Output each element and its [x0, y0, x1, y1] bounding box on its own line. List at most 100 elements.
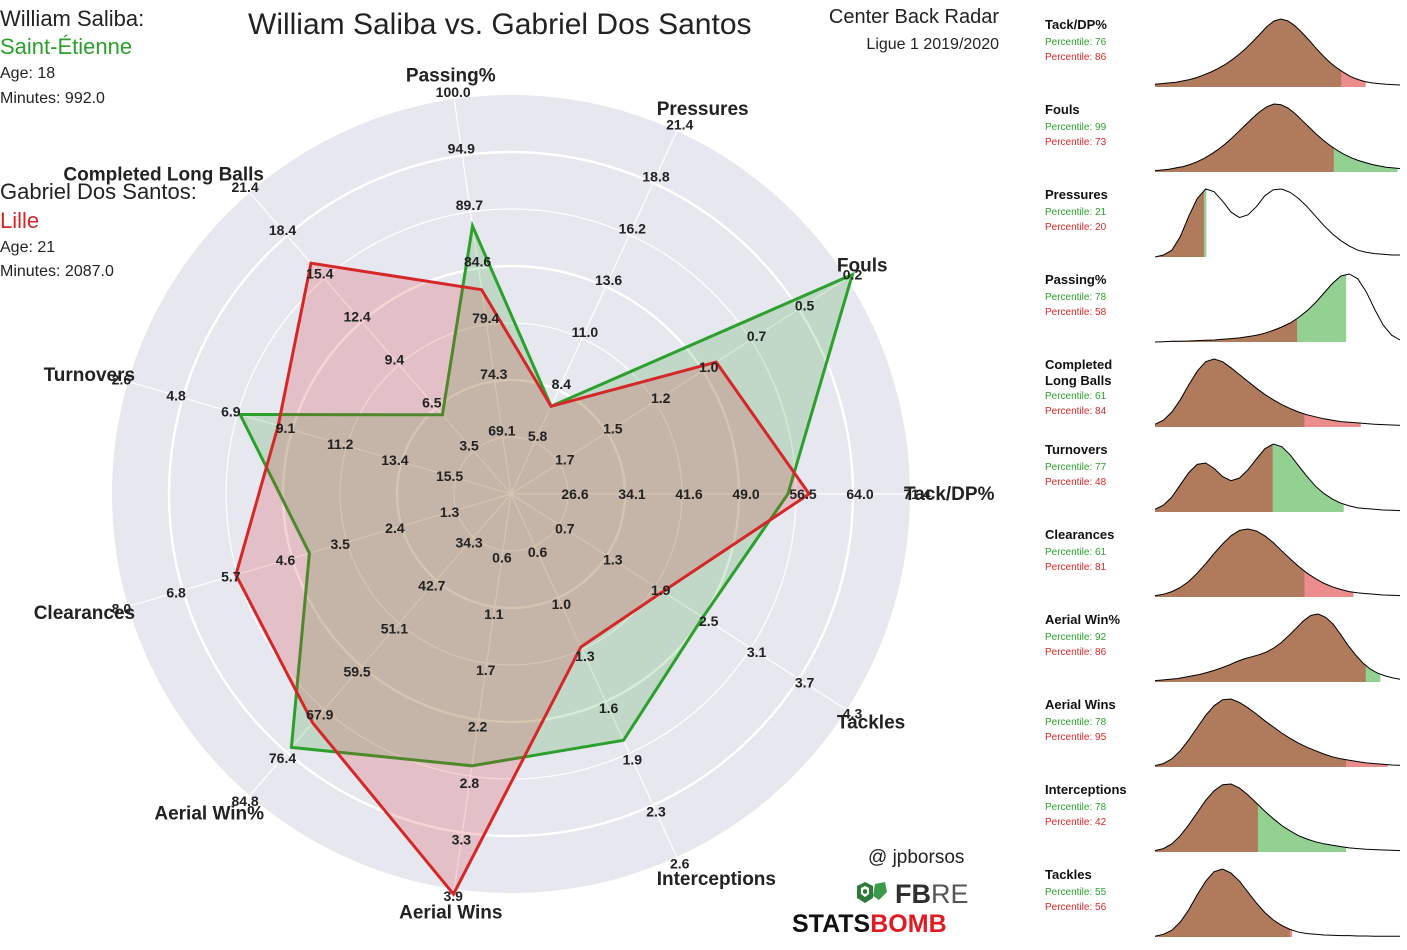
- percentile-player2: Percentile: 86: [1045, 647, 1107, 658]
- percentile-metric-title: Clearances: [1045, 527, 1115, 542]
- radar-tick-label: 64.0: [846, 486, 873, 502]
- density-curve: [1155, 443, 1401, 512]
- percentile-area-overlap: [1155, 614, 1366, 682]
- percentile-area-overlap: [1155, 19, 1342, 87]
- percentile-area-player1: [1155, 274, 1347, 342]
- player2-club: Lille: [0, 208, 40, 233]
- radar-tick-label: 3.3: [452, 831, 472, 847]
- percentile-player2: Percentile: 20: [1045, 222, 1107, 233]
- fbref-logo-graphic: FBREF: [857, 879, 985, 909]
- radar-spoke: [453, 493, 512, 890]
- percentile-player1: Percentile: 61: [1045, 547, 1107, 558]
- radar-tick-label: 9.1: [276, 420, 296, 436]
- percentile-metric-title: Turnovers: [1045, 442, 1108, 457]
- percentile-area-overlap: [1155, 318, 1298, 342]
- density-curve: [1155, 273, 1401, 343]
- density-curve: [1155, 613, 1401, 682]
- radar-tick-label: 18.8: [642, 169, 669, 185]
- percentile-area-overlap: [1155, 699, 1347, 767]
- radar-tick-label: 5.7: [221, 568, 241, 584]
- radar-tick-label: 18.4: [269, 222, 296, 238]
- percentile-panel: Completed Long Balls Percentile: 61 Percen…: [1040, 355, 1407, 440]
- radar-spoke: [510, 130, 678, 495]
- density-plot: [1155, 188, 1400, 258]
- statsbomb-logo-graphic: STATSBOMB: [792, 910, 947, 938]
- percentile-player1: Percentile: 76: [1045, 37, 1107, 48]
- radar-tick-label: 1.7: [476, 662, 496, 678]
- percentile-player2: Percentile: 84: [1045, 406, 1107, 417]
- radar-tick-label: 84.6: [464, 253, 491, 269]
- percentile-panel: Turnovers Percentile: 77 Percentile: 48: [1040, 440, 1407, 525]
- radar-tick-label: 2.8: [460, 775, 480, 791]
- radar-tick-label: 1.3: [603, 551, 623, 567]
- density-curve: [1155, 188, 1400, 258]
- radar-tick-label: 3.1: [747, 644, 767, 660]
- radar-tick-label: 8.4: [552, 376, 572, 392]
- radar-tick-label: 3.7: [795, 675, 815, 691]
- density-plot: [1155, 18, 1401, 87]
- radar-tick-label: 76.4: [269, 750, 296, 766]
- radar-tick-label: 56.5: [789, 486, 816, 502]
- density-curve: [1155, 698, 1401, 767]
- radar-tick-label: 9.4: [385, 352, 405, 368]
- radar-category-label: Turnovers: [44, 365, 136, 386]
- radar-category-label: Tack/DP%: [904, 484, 995, 505]
- percentile-area-overlap: [1155, 104, 1334, 172]
- density-curve: [1155, 528, 1401, 597]
- radar-tick-label: 0.6: [528, 544, 548, 560]
- radar-tick-label: 5.8: [528, 428, 548, 444]
- series-dos-santos: [234, 261, 812, 897]
- percentile-panel: Tackles Percentile: 55 Percentile: 56: [1040, 865, 1407, 950]
- density-plot: [1155, 273, 1401, 343]
- radar-tick-label: 79.4: [472, 310, 499, 326]
- percentile-player2: Percentile: 56: [1045, 902, 1107, 913]
- radar-tick-label: 0.7: [555, 521, 575, 537]
- percentile-panel: Clearances Percentile: 61 Percentile: 81: [1040, 525, 1407, 610]
- radar-tick-label: 4.6: [276, 552, 296, 568]
- radar-tick-label: 1.6: [599, 700, 619, 716]
- radar-tick-label: 3.5: [459, 438, 479, 454]
- player2-age: Age: 21: [0, 239, 56, 256]
- radar-tick-label: 94.9: [448, 141, 475, 157]
- percentile-player1: Percentile: 78: [1045, 802, 1107, 813]
- radar-tick-label: 1.7: [555, 451, 575, 467]
- percentile-player1: Percentile: 61: [1045, 391, 1107, 402]
- radar-category-label: Tackles: [837, 713, 905, 734]
- radar-tick-label: 26.6: [561, 486, 588, 502]
- percentile-player1: Percentile: 55: [1045, 887, 1107, 898]
- player1-minutes: Minutes: 992.0: [0, 90, 105, 107]
- radar-tick-label: 0.2: [843, 267, 863, 283]
- percentile-player2: Percentile: 81: [1045, 562, 1107, 573]
- percentile-player2: Percentile: 42: [1045, 817, 1107, 828]
- player2-name: Gabriel Dos Santos:: [0, 179, 197, 204]
- radar-subtitle: Center Back Radar: [828, 6, 999, 28]
- radar-tick-label: 4.3: [843, 706, 863, 722]
- radar-tick-label: 0.5: [795, 297, 815, 313]
- percentile-player1: Percentile: 77: [1045, 462, 1107, 473]
- radar-tick-label: 1.0: [699, 359, 719, 375]
- radar-tick-label: 6.8: [166, 584, 186, 600]
- radar-spoke: [510, 493, 847, 711]
- radar-tick-label: 15.4: [306, 265, 333, 281]
- series-saliba: [237, 220, 855, 768]
- radar-tick-label: 1.3: [575, 648, 595, 664]
- density-curve: [1155, 18, 1401, 86]
- radar-tick-label: 11.0: [572, 324, 599, 340]
- density-plot: [1155, 103, 1401, 172]
- radar-tick-label: 1.3: [440, 504, 460, 520]
- radar-tick-label: 84.8: [231, 793, 258, 809]
- radar-tick-label: 15.5: [436, 468, 463, 484]
- density-plot: [1155, 443, 1401, 512]
- radar-tick-label: 34.3: [455, 534, 482, 550]
- radar-tick-label: 1.1: [484, 606, 504, 622]
- radar-tick-label: 51.1: [381, 621, 408, 637]
- radar-tick-label: 1.5: [603, 421, 623, 437]
- density-plot: [1155, 698, 1401, 767]
- percentile-panel: Passing% Percentile: 78 Percentile: 58: [1040, 270, 1407, 355]
- radar-tick-label: 6.9: [221, 404, 241, 420]
- radar-tick-label: 1.9: [651, 582, 671, 598]
- percentile-panel: Aerial Wins Percentile: 78 Percentile: 95: [1040, 695, 1407, 780]
- radar-spoke: [510, 493, 678, 858]
- percentile-metric-title: Interceptions: [1045, 782, 1127, 797]
- radar-tick-label: 1.2: [651, 390, 671, 406]
